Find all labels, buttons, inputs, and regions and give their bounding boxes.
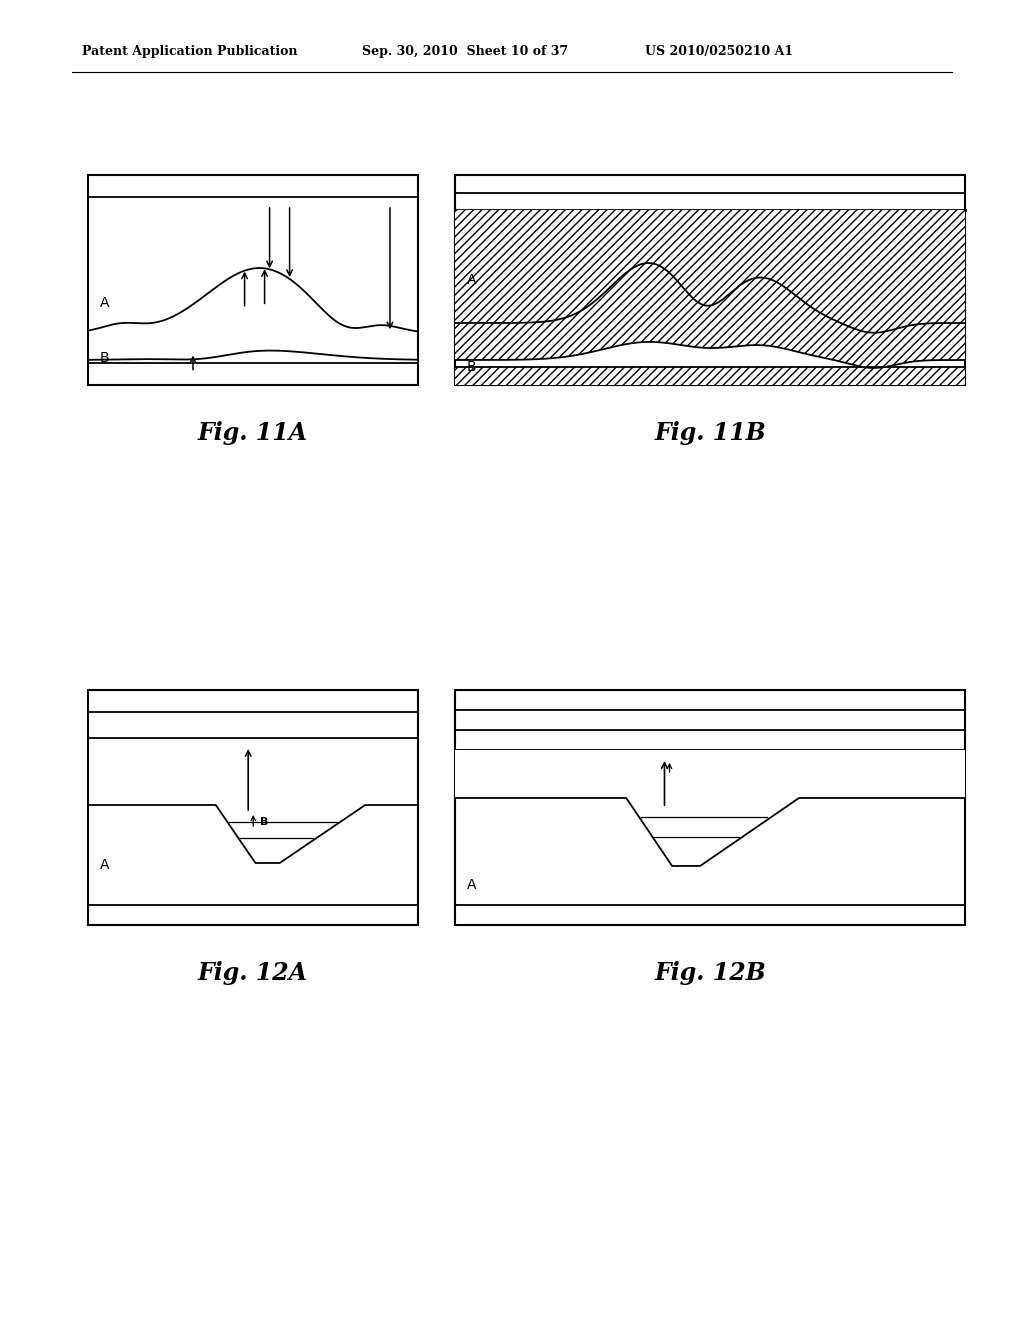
Text: Fig. 12B: Fig. 12B xyxy=(654,961,766,985)
Bar xyxy=(88,176,418,385)
Text: Fig. 11A: Fig. 11A xyxy=(198,421,308,445)
Bar xyxy=(88,690,418,925)
Text: A: A xyxy=(100,296,110,310)
Polygon shape xyxy=(455,263,965,368)
Text: US 2010/0250210 A1: US 2010/0250210 A1 xyxy=(645,45,794,58)
Text: Fig. 11B: Fig. 11B xyxy=(654,421,766,445)
Bar xyxy=(455,176,965,385)
Text: Fig. 12A: Fig. 12A xyxy=(198,961,308,985)
Text: B: B xyxy=(467,360,476,374)
Text: A: A xyxy=(100,858,110,873)
Text: B: B xyxy=(100,351,110,366)
Text: Patent Application Publication: Patent Application Publication xyxy=(82,45,298,58)
Polygon shape xyxy=(455,210,965,333)
Text: B: B xyxy=(677,763,685,774)
Text: B: B xyxy=(260,817,268,828)
Text: A: A xyxy=(467,273,476,286)
Text: A: A xyxy=(467,878,476,892)
Text: Sep. 30, 2010  Sheet 10 of 37: Sep. 30, 2010 Sheet 10 of 37 xyxy=(362,45,568,58)
Bar xyxy=(455,690,965,925)
